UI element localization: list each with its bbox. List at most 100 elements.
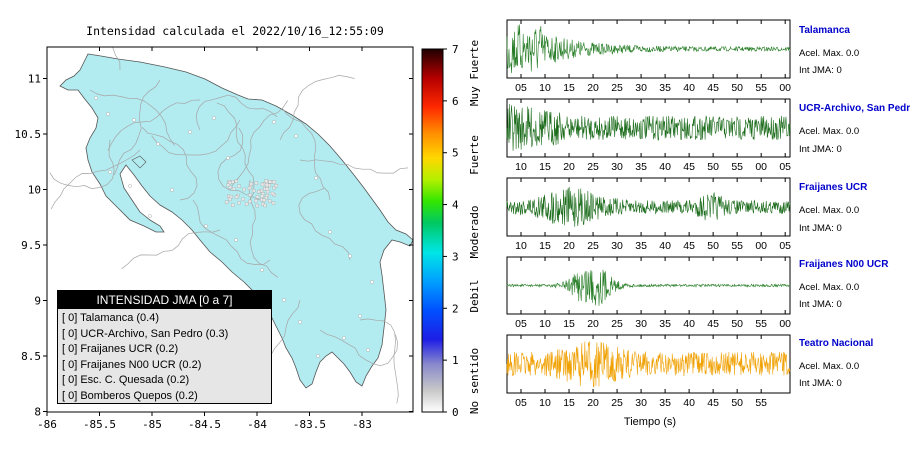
seismogram-trace [506, 269, 791, 306]
lon-tick-label: -84 [247, 418, 267, 431]
station-name-talamanca: Talamanca [799, 25, 850, 36]
time-tick-label: 15 [539, 240, 551, 252]
lon-tick-label: -85 [142, 418, 162, 431]
time-tick-label: 05 [779, 161, 791, 173]
road-network [49, 47, 409, 404]
station-int: Int JMA: 0 [799, 299, 842, 310]
time-tick-label: 15 [563, 82, 575, 94]
lat-tick-label: 10.5 [15, 128, 42, 141]
time-tick-label: 55 [755, 318, 767, 330]
legend-item: [ 0] Fraijanes UCR (0.2) [62, 343, 179, 356]
station-acel: Acel. Max. 0.0 [799, 126, 860, 137]
time-tick-label: 20 [587, 397, 599, 409]
time-tick-label: 25 [611, 397, 623, 409]
legend-list: [ 0] Talamanca (0.4) [ 0] UCR-Archivo, S… [58, 311, 271, 405]
time-tick-label: 20 [587, 82, 599, 94]
lat-tick-label: 9.5 [21, 239, 41, 252]
station-acel: Acel. Max. 0.0 [799, 282, 860, 293]
seismogram-trace [506, 104, 791, 151]
time-tick-label: 45 [707, 82, 719, 94]
time-axis-label: Tiempo (s) [623, 416, 677, 428]
station-int: Int JMA: 0 [799, 144, 842, 155]
legend-item: [ 0] Bomberos Quepos (0.2) [62, 389, 198, 402]
time-tick-label: 00 [779, 318, 791, 330]
intensity-class-label: Muy Fuerte [468, 40, 481, 106]
station-name-teatro-nacional: Teatro Nacional [799, 338, 874, 349]
colorbar-labels: No sentido Debil Moderado Fuerte Muy Fuerte [468, 40, 481, 414]
seismogram-frame [506, 19, 791, 79]
lon-tick-label: -86 [37, 418, 57, 431]
lon-tick-label: -84.5 [188, 418, 221, 431]
colorbar-tick-label: 6 [452, 95, 459, 108]
station-acel: Acel. Max. 0.0 [799, 205, 860, 216]
seismogram-trace [506, 341, 791, 388]
lat-tick-label: 8 [34, 406, 41, 419]
time-tick-label: 05 [515, 397, 527, 409]
time-tick-label: 40 [683, 318, 695, 330]
costa-rica-land [59, 53, 413, 389]
time-tick-label: 25 [587, 161, 599, 173]
intensity-class-label: Moderado [468, 206, 481, 259]
station-int: Int JMA: 0 [799, 65, 842, 76]
nicoya-gulf-island [131, 155, 147, 169]
time-tick-label: 40 [683, 397, 695, 409]
station-int: Int JMA: 0 [799, 223, 842, 234]
time-tick-label: 05 [515, 318, 527, 330]
intensity-legend: INTENSIDAD JMA [0 a 7] [ 0] Talamanca (0… [57, 290, 272, 404]
legend-item: [ 0] Fraijanes N00 UCR (0.2) [62, 358, 202, 371]
time-tick-label: 50 [731, 82, 743, 94]
seismogram-panels: 05 10 15 20 25 30 35 40 45 50 55 00 10 15 20 25 30 35 40 45… [506, 19, 791, 409]
time-tick-label: 50 [731, 397, 743, 409]
legend-item: [ 0] UCR-Archivo, San Pedro (0.3) [62, 327, 229, 340]
time-tick-label: 10 [539, 82, 551, 94]
time-tick-label: 25 [587, 240, 599, 252]
time-tick-label: 50 [707, 240, 719, 252]
time-tick-label: 45 [683, 240, 695, 252]
time-tick-label: 30 [635, 318, 647, 330]
time-tick-label: 25 [611, 82, 623, 94]
station-name-fraijanes-n00: Fraijanes N00 UCR [799, 259, 889, 270]
time-tick-label: 35 [659, 82, 671, 94]
legend-item: [ 0] Talamanca (0.4) [62, 312, 160, 324]
time-tick-label: 20 [563, 161, 575, 173]
station-int: Int JMA: 0 [799, 378, 842, 389]
colorbar-tick-label: 2 [452, 302, 459, 315]
intensity-class-label: Debil [468, 279, 481, 312]
lon-tick-label: -85.5 [83, 418, 116, 431]
town-markers [94, 96, 374, 358]
time-tick-label: 55 [755, 397, 767, 409]
time-tick-label: 35 [659, 397, 671, 409]
colorbar-tick-label: 5 [452, 147, 459, 160]
time-tick-label: 50 [731, 318, 743, 330]
lon-tick-label: -83 [352, 418, 372, 431]
time-tick-label: 15 [563, 318, 575, 330]
seismogram-trace [506, 24, 791, 74]
legend-item: [ 0] Esc. C. Quesada (0.2) [62, 374, 190, 387]
latitude-axis: 11 10.5 10 9.5 9 8.5 8 [15, 73, 413, 419]
seismogram-trace [506, 186, 791, 227]
lat-tick-label: 8.5 [21, 350, 41, 363]
time-tick-label: 20 [587, 318, 599, 330]
colorbar-tick-label: 7 [452, 43, 459, 56]
colorbar-tick-label: 1 [452, 354, 459, 367]
time-tick-label: 30 [635, 397, 647, 409]
time-tick-label: 30 [635, 82, 647, 94]
time-tick-label: 00 [755, 161, 767, 173]
colorbar-tick-label: 0 [452, 406, 459, 419]
time-tick-label: 55 [731, 240, 743, 252]
map-title: Intensidad calculada el 2022/10/16_12:55… [86, 24, 384, 38]
station-name-fraijanes: Fraijanes UCR [799, 182, 868, 193]
time-tick-label: 10 [539, 318, 551, 330]
colorbar-tick-label: 4 [452, 199, 459, 212]
time-tick-label: 50 [707, 161, 719, 173]
intensity-class-label: Fuerte [468, 135, 481, 175]
time-tick-label: 35 [635, 161, 647, 173]
time-tick-label: 45 [707, 397, 719, 409]
time-tick-label: 40 [659, 240, 671, 252]
time-tick-label: 55 [731, 161, 743, 173]
time-tick-label: 10 [539, 397, 551, 409]
time-tick-label: 35 [635, 240, 647, 252]
intensity-colorbar [421, 48, 444, 413]
time-tick-label: 00 [779, 82, 791, 94]
